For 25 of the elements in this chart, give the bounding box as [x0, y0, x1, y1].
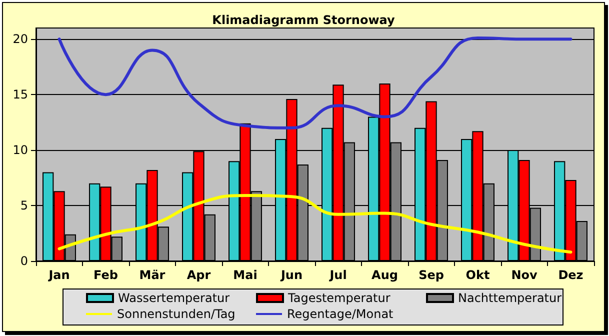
legend-label: Wassertemperatur: [118, 291, 230, 305]
x-tick-label: Jul: [328, 268, 347, 282]
x-tick-label: Okt: [466, 268, 490, 282]
chart-title: Klimadiagramm Stornoway: [212, 13, 396, 27]
x-tick-label: Mai: [233, 268, 258, 282]
legend-label: Sonnenstunden/Tag: [117, 307, 236, 321]
x-tick-label: Jun: [280, 268, 303, 282]
x-tick-label: Apr: [186, 268, 211, 282]
y-tick-label: 5: [20, 198, 28, 213]
x-tick-label: Mär: [139, 268, 166, 282]
y-tick-label: 20: [12, 32, 28, 46]
y-tick-label: 10: [12, 143, 28, 158]
legend-label: Nachttemperatur: [458, 291, 562, 305]
x-tick-label: Jan: [48, 268, 70, 282]
line-series: [58, 194, 572, 254]
y-tick-label: 15: [12, 88, 28, 102]
x-tick-label: Dez: [558, 268, 584, 282]
legend-label: Regentage/Monat: [287, 307, 394, 321]
legend-label: Tagestemperatur: [287, 291, 390, 305]
y-tick-label: 0: [20, 254, 28, 268]
x-tick-label: Sep: [418, 268, 444, 282]
x-tick-label: Feb: [94, 268, 118, 282]
x-tick-label: Aug: [372, 268, 398, 282]
x-tick-label: Nov: [511, 268, 538, 282]
line-series: [58, 36, 572, 130]
